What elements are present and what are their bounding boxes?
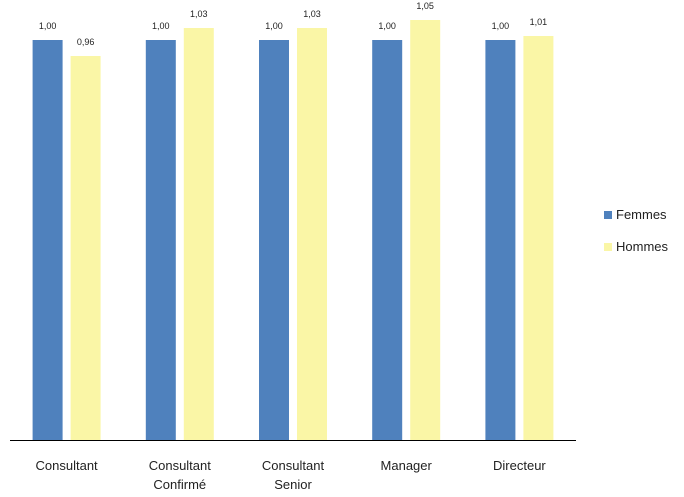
data-label-hommes-4: 1,05	[416, 1, 434, 11]
legend: Femmes Hommes	[604, 207, 669, 254]
x-tick-label-3: Consultant Senior	[262, 458, 325, 492]
bar-femmes-1	[32, 40, 63, 440]
data-label-hommes-5: 1,01	[530, 17, 548, 27]
data-label-femmes-2: 1,00	[152, 21, 170, 31]
bars-layer	[32, 20, 554, 440]
data-label-hommes-2: 1,03	[190, 9, 208, 19]
bar-hommes-3	[297, 28, 327, 440]
legend-swatch-femmes	[604, 211, 612, 219]
bar-hommes-4	[410, 20, 441, 440]
bar-femmes-4	[372, 40, 403, 440]
bar-hommes-1	[70, 56, 101, 440]
data-label-femmes-3: 1,00	[265, 21, 283, 31]
data-label-femmes-4: 1,00	[378, 21, 396, 31]
value-labels-layer: 1,00 0,96 1,00 1,03 1,00 1,03 1,00 1,05 1,00 1,01	[39, 1, 547, 47]
bar-hommes-5	[523, 36, 554, 440]
data-label-femmes-1: 1,00	[39, 21, 57, 31]
x-tick-label-1: Consultant	[36, 458, 99, 473]
bar-femmes-3	[259, 40, 289, 440]
data-label-hommes-1: 0,96	[77, 37, 95, 47]
legend-swatch-hommes	[604, 243, 612, 251]
tick-labels-layer: Consultant Consultant Confirmé Consultant Se…	[36, 458, 547, 492]
x-tick-label-5: Directeur	[493, 458, 546, 473]
bar-hommes-2	[183, 28, 214, 440]
x-tick-label-4: Manager	[381, 458, 433, 473]
data-label-hommes-3: 1,03	[303, 9, 321, 19]
data-label-femmes-5: 1,00	[492, 21, 510, 31]
bar-femmes-2	[145, 40, 176, 440]
x-tick-label-2: Consultant Confirmé	[149, 458, 212, 492]
legend-label-hommes: Hommes	[616, 239, 669, 254]
bar-femmes-5	[485, 40, 516, 440]
legend-label-femmes: Femmes	[616, 207, 667, 222]
